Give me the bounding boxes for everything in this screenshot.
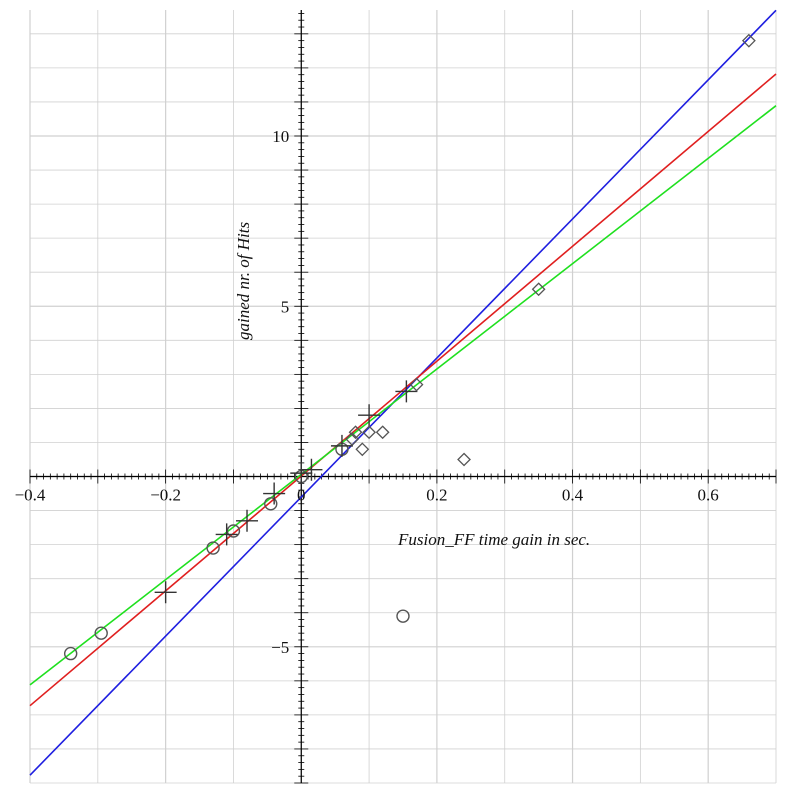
diamond-marker bbox=[409, 377, 424, 392]
fit-line bbox=[29, 9, 777, 776]
diamond-marker bbox=[457, 452, 471, 467]
cross-marker bbox=[330, 434, 353, 457]
x-tick-label: 0.6 bbox=[698, 486, 719, 505]
y-tick-label: 10 bbox=[272, 127, 289, 146]
cross-marker bbox=[154, 581, 177, 604]
fit-line bbox=[29, 105, 777, 686]
diamond-marker bbox=[362, 425, 377, 440]
cross-marker bbox=[215, 523, 238, 546]
cross-marker bbox=[358, 404, 381, 427]
circle-marker bbox=[206, 541, 220, 555]
diamond-marker bbox=[355, 442, 370, 457]
y-axis-title: gained nr. of Hits bbox=[234, 222, 253, 340]
x-tick-label: 0.4 bbox=[562, 486, 584, 505]
circle-marker bbox=[63, 646, 78, 661]
diamond-marker bbox=[531, 282, 546, 297]
cross-marker bbox=[263, 482, 286, 505]
cross-marker bbox=[236, 509, 259, 532]
circle-marker bbox=[94, 626, 108, 640]
y-tick-label: −5 bbox=[271, 638, 289, 657]
axes bbox=[29, 10, 777, 784]
x-tick-label: −0.2 bbox=[150, 486, 181, 505]
tick-labels: −0.4 −0.2 0 0.2 0.4 0.6 −5 5 10 bbox=[15, 127, 719, 657]
cross-marker bbox=[395, 380, 418, 403]
data-markers bbox=[63, 33, 756, 661]
cross-marker bbox=[290, 462, 313, 485]
diamond-marker bbox=[348, 425, 363, 440]
circle-marker bbox=[264, 497, 278, 511]
x-tick-label: 0 bbox=[297, 486, 306, 505]
circle-marker bbox=[226, 524, 241, 538]
circle-marker bbox=[396, 609, 410, 623]
fit-line bbox=[29, 73, 777, 707]
x-axis-title: Fusion_FF time gain in sec. bbox=[397, 530, 590, 549]
fit-lines bbox=[29, 9, 777, 776]
x-tick-label: 0.2 bbox=[426, 486, 447, 505]
cross-marker bbox=[300, 458, 323, 481]
diamond-marker bbox=[375, 425, 390, 440]
y-tick-label: 5 bbox=[281, 297, 290, 316]
x-tick-label: −0.4 bbox=[15, 486, 46, 505]
diamond-marker bbox=[741, 33, 756, 48]
